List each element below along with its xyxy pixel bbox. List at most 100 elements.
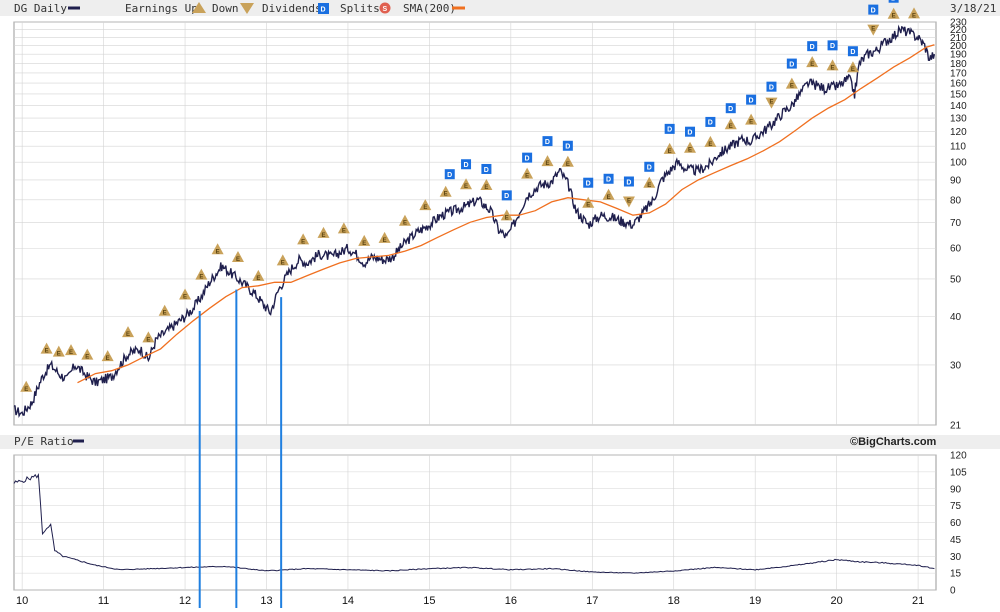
svg-text:E: E: [69, 350, 73, 356]
svg-text:D: D: [830, 43, 835, 50]
pe-y-tick: 120: [950, 451, 967, 462]
x-tick: 13: [260, 595, 272, 607]
price-y-tick: 160: [950, 79, 967, 90]
svg-text:D: D: [463, 162, 468, 169]
earnings-down-icon: E: [765, 97, 778, 109]
dividend-icon: D: [603, 173, 614, 184]
dividend-icon: D: [623, 176, 634, 187]
svg-text:D: D: [626, 179, 631, 186]
price-y-tick: 70: [950, 218, 962, 229]
svg-text:E: E: [126, 332, 130, 338]
svg-text:E: E: [444, 192, 448, 198]
price-y-tick: 210: [950, 33, 967, 44]
earnings-up-icon: E: [195, 268, 208, 281]
svg-text:E: E: [24, 387, 28, 393]
price-y-tick: 200: [950, 41, 967, 52]
svg-text:D: D: [647, 165, 652, 172]
svg-text:E: E: [57, 352, 61, 358]
svg-text:E: E: [525, 174, 529, 180]
date-label: 3/18/21: [950, 2, 996, 15]
pe-y-tick: 90: [950, 484, 962, 495]
x-tick: 19: [749, 595, 761, 607]
earnings-up-icon: E: [439, 185, 452, 198]
dividend-icon: D: [542, 136, 553, 147]
price-y-tick: 110: [950, 142, 966, 153]
dividend-icon: D: [786, 58, 797, 69]
svg-text:D: D: [850, 49, 855, 56]
dividends-label: Dividends: [262, 2, 322, 15]
svg-text:D: D: [708, 120, 713, 127]
credit-label: ©BigCharts.com: [850, 436, 937, 448]
pe-y-axis: 0 15 30 45 60 75 90 105 120: [950, 451, 967, 597]
svg-text:E: E: [688, 148, 692, 154]
x-tick: 16: [505, 595, 517, 607]
svg-text:E: E: [749, 120, 753, 126]
x-axis: 10 11 12 13 14 15 16 17 18 19 20 21: [16, 595, 924, 607]
pe-y-tick: 45: [950, 535, 962, 546]
svg-text:E: E: [216, 249, 220, 255]
splits-label: Splits: [340, 2, 380, 15]
x-tick: 15: [423, 595, 435, 607]
svg-text:D: D: [321, 7, 326, 14]
earnings-up-icon: E: [122, 326, 135, 338]
earnings-up-icon: E: [158, 304, 171, 317]
earnings-up-icon: E: [602, 188, 615, 201]
earnings-up-icon: E: [582, 196, 595, 209]
svg-text:E: E: [45, 349, 49, 355]
x-tick: 18: [668, 595, 680, 607]
dividend-icon: D: [501, 190, 512, 201]
earnings-up-icon: E: [81, 348, 94, 361]
earnings-up-label: Earnings Up: [125, 2, 198, 15]
events-layer: E E E E E E E E E E E E E E E E E E E E E E E E E E E E E E E E E E E E E E E E…: [20, 0, 921, 393]
earnings-up-icon: E: [500, 209, 513, 221]
earnings-down-icon: E: [867, 24, 880, 36]
price-y-tick: 140: [950, 101, 967, 112]
earnings-up-icon: E: [252, 269, 265, 282]
price-y-tick: 230: [950, 18, 967, 29]
earnings-up-icon: E: [724, 118, 737, 130]
earnings-up-icon: E: [317, 226, 330, 239]
earnings-up-icon: E: [745, 113, 758, 126]
earnings-up-icon: E: [846, 61, 859, 73]
svg-text:D: D: [871, 7, 876, 14]
dividend-icon: D: [562, 140, 573, 151]
earnings-up-icon: E: [142, 331, 155, 343]
svg-text:E: E: [627, 198, 631, 204]
price-y-tick: 50: [950, 274, 962, 285]
panel-separator: [0, 435, 1000, 449]
svg-text:E: E: [484, 185, 488, 191]
earnings-up-icon: E: [785, 77, 798, 90]
svg-text:E: E: [729, 124, 733, 130]
svg-text:D: D: [667, 127, 672, 134]
svg-text:D: D: [810, 44, 815, 51]
svg-text:E: E: [281, 260, 285, 266]
earnings-up-icon: E: [337, 222, 350, 234]
svg-text:D: D: [728, 106, 733, 113]
svg-text:E: E: [163, 311, 167, 317]
price-line: [13, 24, 936, 419]
svg-text:D: D: [769, 84, 774, 91]
svg-text:D: D: [565, 144, 570, 151]
dividend-icon: D: [644, 161, 655, 172]
svg-text:E: E: [545, 161, 549, 167]
earnings-up-icon: E: [826, 59, 839, 71]
earnings-up-icon: E: [460, 178, 473, 190]
svg-text:D: D: [749, 97, 754, 104]
symbol-label: DG Daily: [14, 2, 67, 15]
pe-y-tick: 30: [950, 552, 962, 563]
svg-text:E: E: [85, 355, 89, 361]
dividend-icon: D: [444, 169, 455, 180]
pe-y-tick: 75: [950, 501, 962, 512]
pe-y-tick: 0: [950, 586, 956, 597]
svg-text:E: E: [892, 14, 896, 20]
price-y-tick: 170: [950, 68, 967, 79]
svg-text:E: E: [668, 149, 672, 155]
svg-text:E: E: [403, 221, 407, 227]
earnings-up-icon: E: [663, 142, 676, 155]
dividend-icon: D: [664, 123, 675, 134]
earnings-down-label: Down: [212, 2, 239, 15]
pe-y-tick: 60: [950, 518, 962, 529]
svg-text:E: E: [362, 241, 366, 247]
earnings-up-icon: E: [179, 288, 192, 301]
